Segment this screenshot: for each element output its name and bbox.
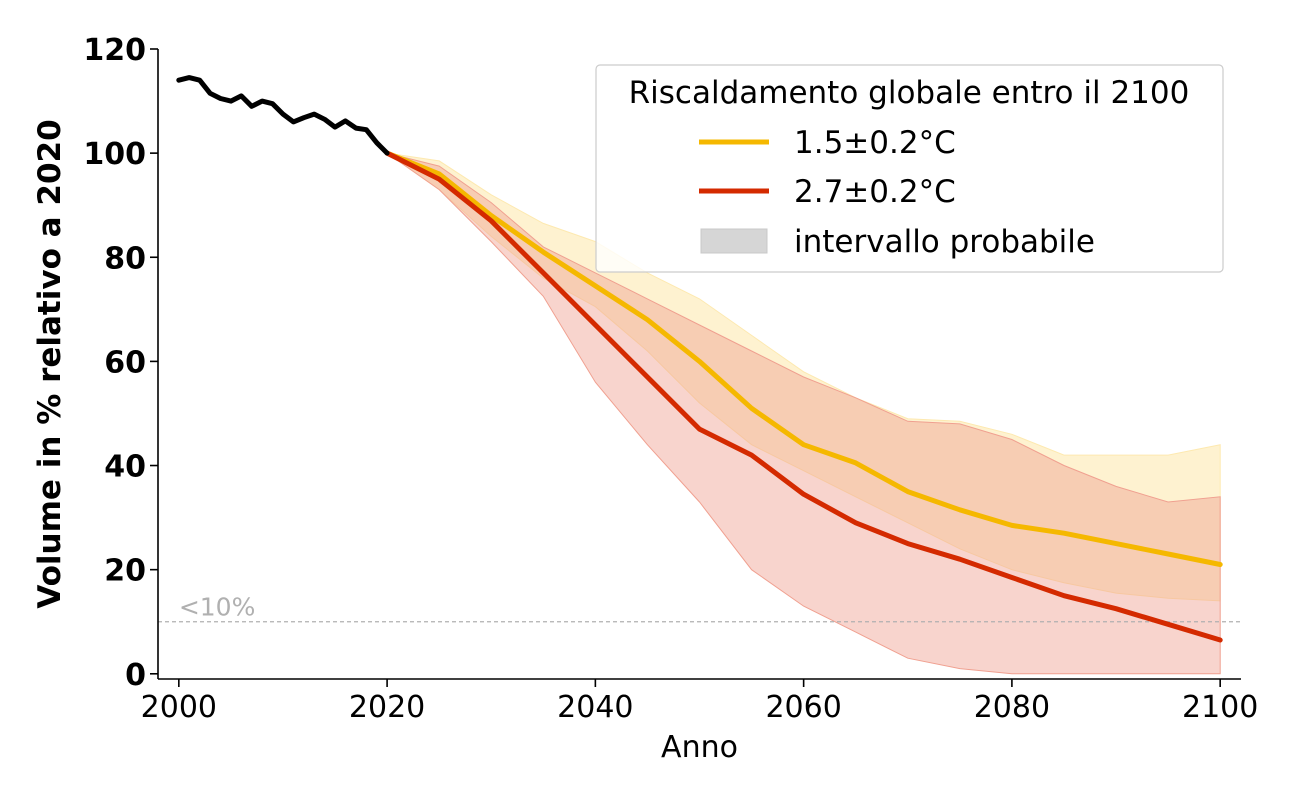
legend: Riscaldamento globale entro il 2100 1.5±… bbox=[595, 64, 1224, 273]
legend-box bbox=[595, 64, 1224, 273]
y-axis-label: Volume in % relativo a 2020 bbox=[32, 119, 68, 608]
x-tick-label: 2000 bbox=[141, 690, 217, 725]
series-lines bbox=[176, 75, 1223, 643]
historical-line bbox=[176, 75, 390, 156]
legend-label-2-7: 2.7±0.2°C bbox=[794, 174, 956, 210]
legend-label-1-5: 1.5±0.2°C bbox=[794, 125, 956, 161]
legend-title: Riscaldamento globale entro il 2100 bbox=[629, 75, 1190, 111]
x-tick-label: 2060 bbox=[765, 690, 841, 725]
x-tick-label: 2040 bbox=[557, 690, 633, 725]
y-tick-label: 100 bbox=[83, 137, 146, 172]
y-tick-label: 60 bbox=[104, 345, 146, 380]
legend-label-range: intervallo probabile bbox=[794, 224, 1095, 260]
y-tick-label: 40 bbox=[104, 450, 146, 485]
y-tick-label: 20 bbox=[104, 554, 146, 589]
series-line-1-5 bbox=[384, 150, 1223, 567]
x-tick-label: 2020 bbox=[349, 690, 425, 725]
y-tick-label: 0 bbox=[125, 658, 146, 693]
y-tick-label: 80 bbox=[104, 241, 146, 276]
series-line-2-7 bbox=[384, 150, 1223, 643]
y-tick-label: 120 bbox=[83, 33, 146, 68]
threshold-label: <10% bbox=[179, 593, 256, 622]
legend-swatch-range bbox=[700, 228, 768, 254]
x-tick-label: 2080 bbox=[974, 690, 1050, 725]
x-ticks: 2000 2020 2040 2060 2080 2100 bbox=[141, 679, 1258, 725]
x-axis-label: Anno bbox=[661, 730, 738, 765]
x-tick-label: 2100 bbox=[1182, 690, 1258, 725]
y-ticks: 0 20 40 60 80 100 120 bbox=[83, 33, 158, 693]
